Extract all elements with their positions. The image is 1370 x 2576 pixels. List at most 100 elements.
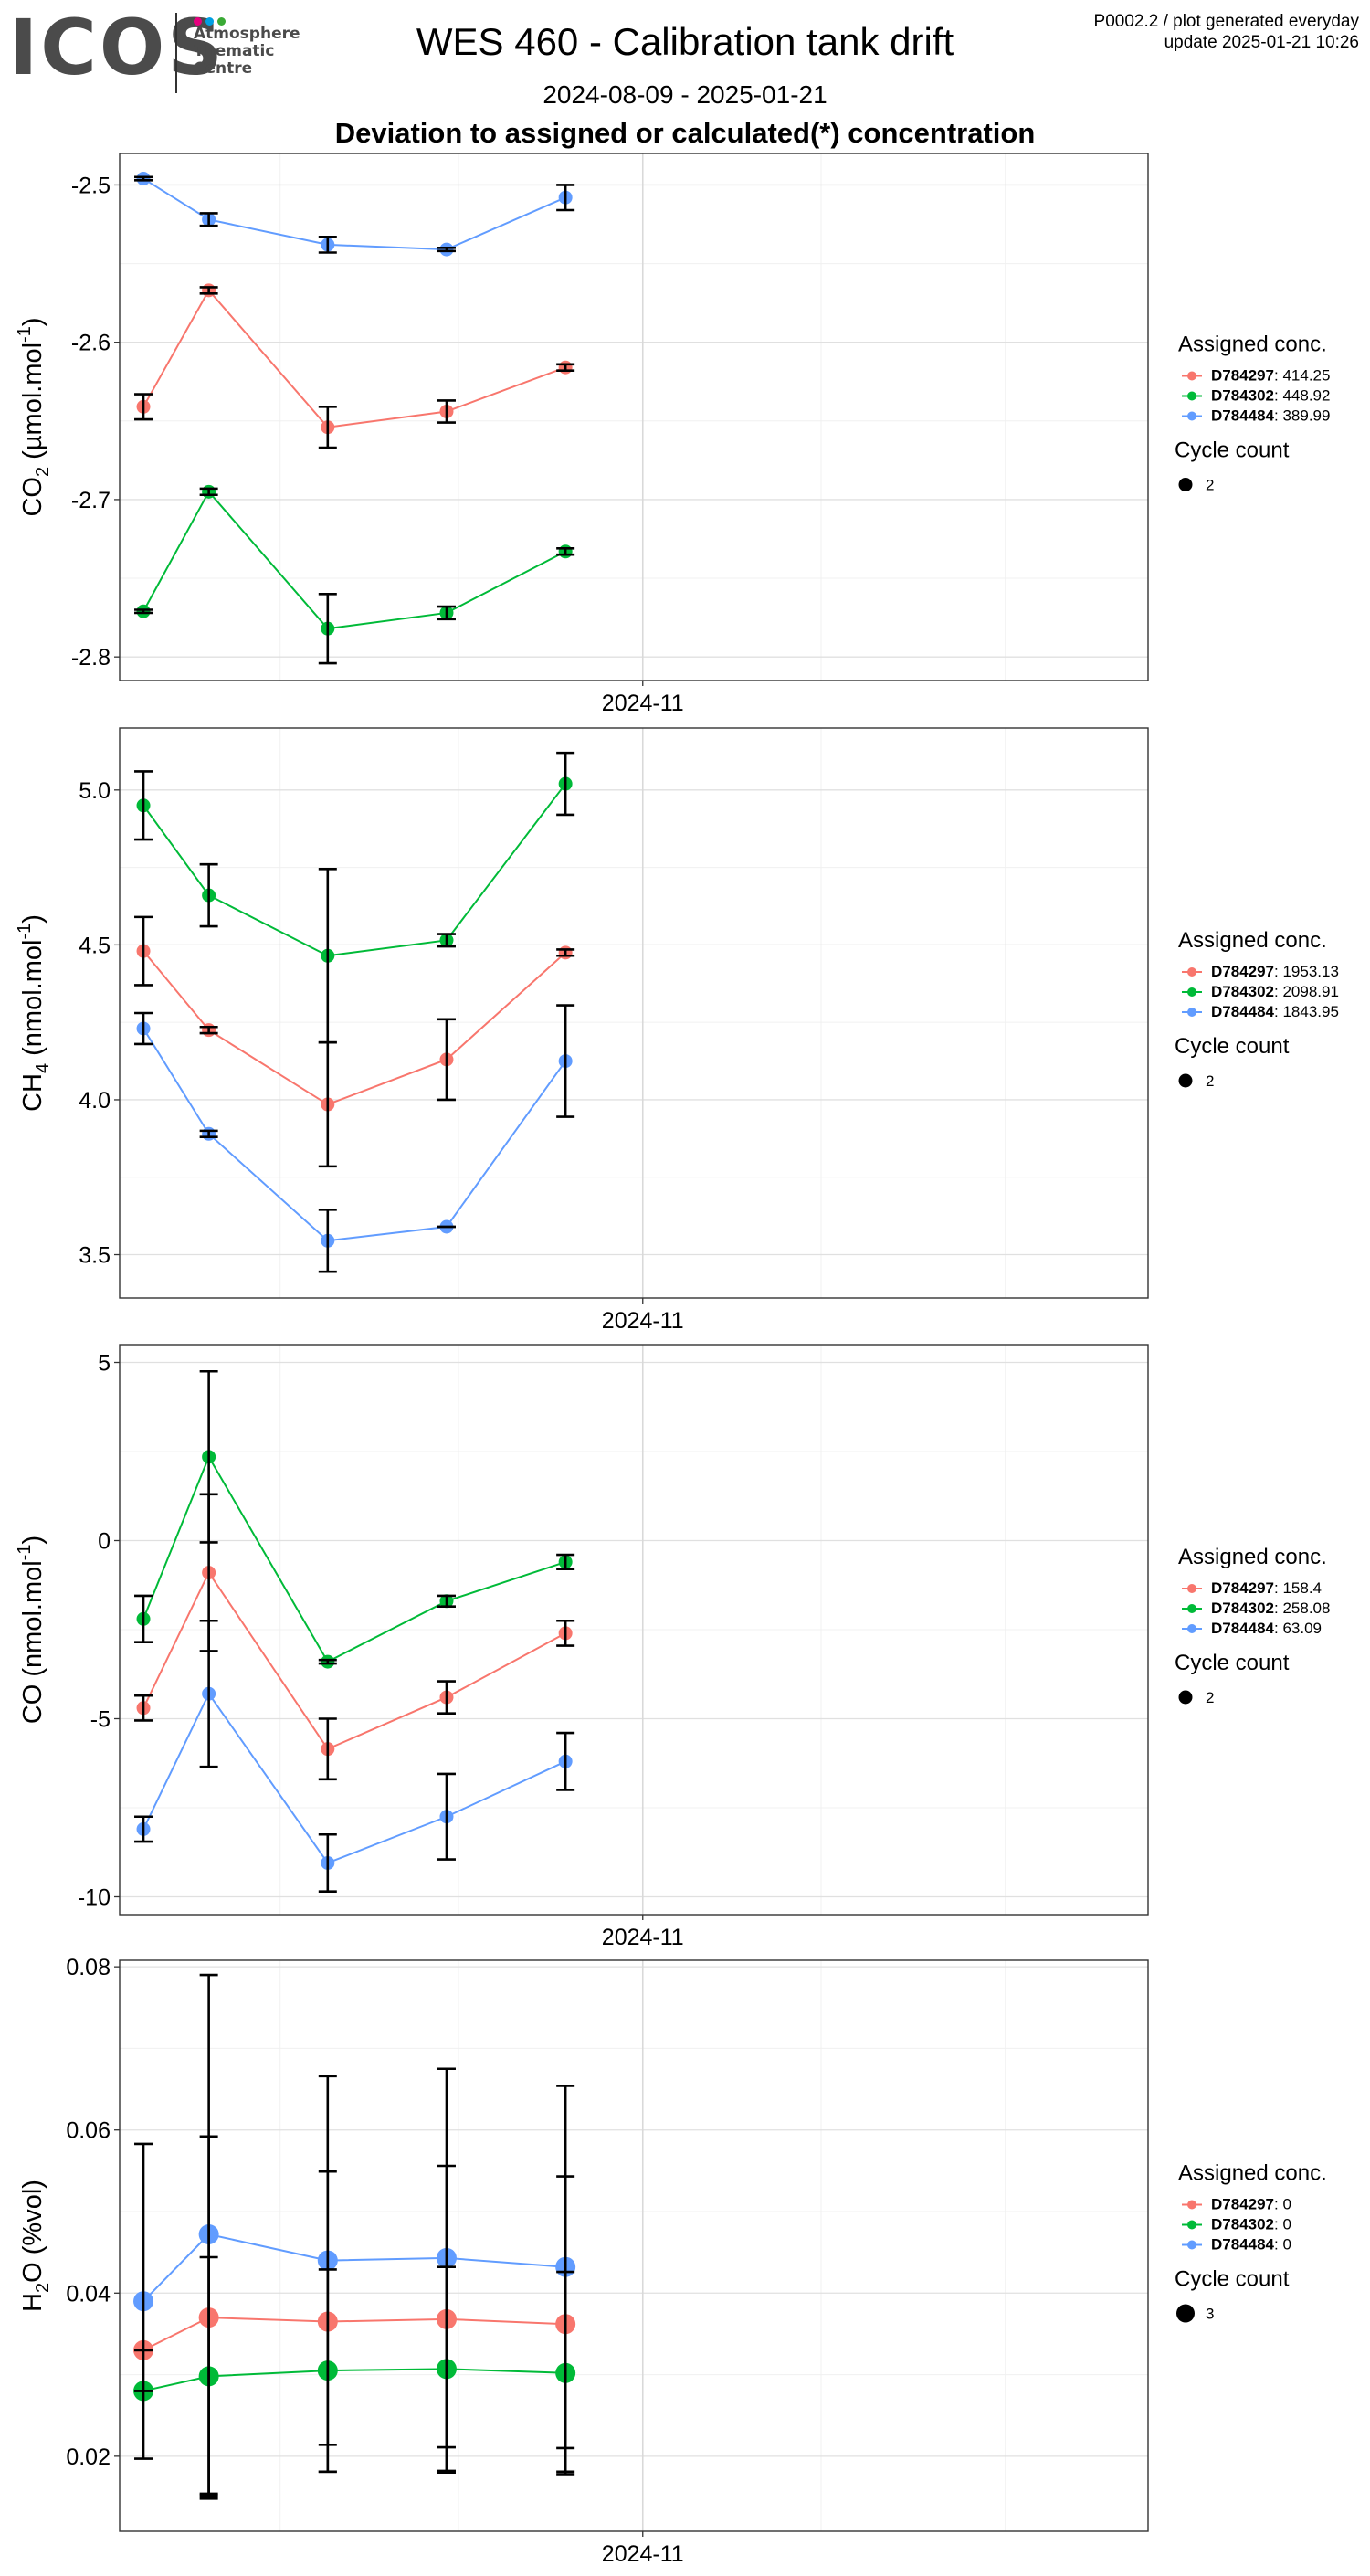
y-axis-label: H2O (%vol) [18, 2180, 53, 2312]
y-axis-label: CO2 (µmol.mol-1) [15, 317, 53, 516]
legend-entry-name: D784302 [1211, 983, 1274, 1000]
y-axis-label-text: CO [18, 1684, 47, 1725]
legend-entry-D784484: D784484: 0 [1211, 2236, 1291, 2254]
y-axis-label-text: CO [18, 477, 47, 517]
legend-entry-D784297: D784297: 158.4 [1211, 1579, 1322, 1597]
y-tick-label: 5 [98, 1351, 111, 1377]
y-axis-label-text: ) [18, 914, 47, 924]
icos-logo: ICOS [9, 3, 226, 92]
cycle-count-point [1178, 478, 1193, 491]
legend-entry-D784302: D784302: 258.08 [1211, 1599, 1330, 1617]
y-axis-label: CO (nmol.mol-1) [15, 1536, 47, 1724]
legend-entry-value: : 448.92 [1274, 387, 1330, 405]
legend-key-point-D784297 [1187, 967, 1196, 977]
legend-entry-name: D784297 [1211, 367, 1274, 385]
cycle-count-title: Cycle count [1175, 438, 1290, 463]
y-tick-label: 4.5 [79, 933, 111, 958]
legend-entry-name: D784484 [1211, 1620, 1275, 1637]
logo-dots-icon [194, 14, 229, 26]
legend-key-point-D784297 [1187, 371, 1196, 381]
legend-entry-value: : 0 [1274, 2236, 1291, 2254]
series-line-D784297 [142, 289, 566, 428]
y-tick-label: -10 [78, 1885, 111, 1911]
legend-entry-D784484: D784484: 63.09 [1211, 1620, 1322, 1637]
y-axis-label: CH4 (nmol.mol-1) [15, 914, 53, 1112]
legend-entry-name: D784302 [1211, 387, 1274, 405]
legend-title: Assigned conc. [1178, 1545, 1327, 1569]
y-axis-label-text: ) [18, 317, 47, 326]
legend-entry-D784297: D784297: 1953.13 [1211, 963, 1339, 980]
generation-note: P0002.2 / plot generated everyday update… [1094, 11, 1359, 53]
cycle-count-title: Cycle count [1175, 1651, 1290, 1675]
y-tick-label: 0.04 [66, 2281, 111, 2307]
logo-dot [217, 17, 226, 26]
y-tick-label: 3.5 [79, 1243, 111, 1269]
cycle-count-label: 2 [1206, 1072, 1214, 1090]
y-tick-label: -5 [90, 1707, 111, 1733]
y-tick-label: -2.5 [71, 173, 111, 198]
legend-entry-D784302: D784302: 448.92 [1211, 387, 1330, 405]
cycle-count-point [1176, 2304, 1195, 2323]
note-line: update 2025-01-21 10:26 [1164, 33, 1359, 52]
logo-sub-line: Centre [194, 59, 253, 78]
y-tick-label: 0 [98, 1529, 111, 1555]
y-tick-label: -2.8 [71, 645, 111, 670]
legend-entry-name: D784484 [1211, 2236, 1275, 2254]
page-title: WES 460 - Calibration tank drift [416, 20, 954, 63]
legend-entry-D784302: D784302: 0 [1211, 2216, 1291, 2233]
legend-title: Assigned conc. [1178, 333, 1327, 357]
legend-entry-D784297: D784297: 0 [1211, 2196, 1291, 2213]
x-tick-label: 2024-11 [602, 691, 684, 716]
cycle-count-label: 3 [1206, 2306, 1214, 2323]
y-tick-label: 0.06 [66, 2118, 111, 2144]
y-tick-label: -2.7 [71, 488, 111, 513]
y-axis-label-superscript: -1 [15, 326, 35, 343]
x-tick-label: 2024-11 [602, 1925, 684, 1950]
legend-entry-name: D784297 [1211, 1579, 1274, 1597]
cycle-count-point [1178, 1073, 1193, 1088]
y-axis-label-text: O (%vol) [18, 2180, 47, 2283]
legend-entry-value: : 2098.91 [1274, 983, 1339, 1000]
legend-entry-value: : 1843.95 [1274, 1003, 1339, 1020]
cycle-count-title: Cycle count [1175, 2267, 1290, 2292]
y-axis-label-text: (nmol.mol [18, 940, 47, 1063]
x-tick-label: 2024-11 [602, 1308, 684, 1334]
y-tick-label: 5.0 [79, 778, 111, 804]
legend-entry-value: : 1953.13 [1274, 963, 1339, 980]
plot-border [119, 1344, 1149, 1916]
series-line-D784484 [142, 2233, 566, 2302]
legend-entry-D784484: D784484: 1843.95 [1211, 1003, 1339, 1020]
legend-entry-name: D784297 [1211, 2196, 1274, 2213]
logo-divider [175, 13, 177, 93]
x-tick-label: 2024-11 [602, 2541, 684, 2567]
y-axis-label-text: (µmol.mol [18, 343, 47, 467]
legend-entry-name: D784297 [1211, 963, 1274, 980]
legend-entry-value: : 0 [1274, 2196, 1291, 2213]
logo-dot [206, 17, 214, 26]
legend-entry-value: : 0 [1274, 2216, 1291, 2233]
legend-title: Assigned conc. [1178, 2161, 1327, 2186]
y-axis-label-subscript: 4 [33, 1063, 53, 1073]
y-axis-label-subscript: 2 [33, 2283, 53, 2293]
legend-entry-value: : 158.4 [1274, 1579, 1322, 1597]
series-line-D784297 [142, 1570, 566, 1750]
logo-sub-line: Thematic [194, 42, 275, 60]
legend-entry-name: D784484 [1211, 1003, 1275, 1020]
y-tick-label: 0.08 [66, 1955, 111, 1980]
plot-border [119, 727, 1149, 1299]
legend-key-point-D784302 [1187, 2220, 1196, 2230]
series-line-D784302 [142, 490, 566, 630]
logo-dot [194, 17, 202, 26]
cycle-count-point [1178, 1690, 1193, 1705]
legend-key-point-D784297 [1187, 1584, 1196, 1593]
legend-key-point-D784302 [1187, 1604, 1196, 1613]
legend-key-point-D784302 [1187, 391, 1196, 401]
chart-subtitle: Deviation to assigned or calculated(*) c… [334, 117, 1036, 149]
legend-entry-value: : 258.08 [1274, 1599, 1330, 1617]
plot-border [119, 1959, 1149, 2532]
legend-key-point-D784484 [1187, 1008, 1196, 1017]
y-axis-label-text: CH [18, 1073, 47, 1112]
legend-key-point-D784484 [1187, 2240, 1196, 2250]
logo-sub-line: Atmosphere [194, 25, 300, 43]
y-axis-label-subscript: 2 [33, 467, 53, 477]
